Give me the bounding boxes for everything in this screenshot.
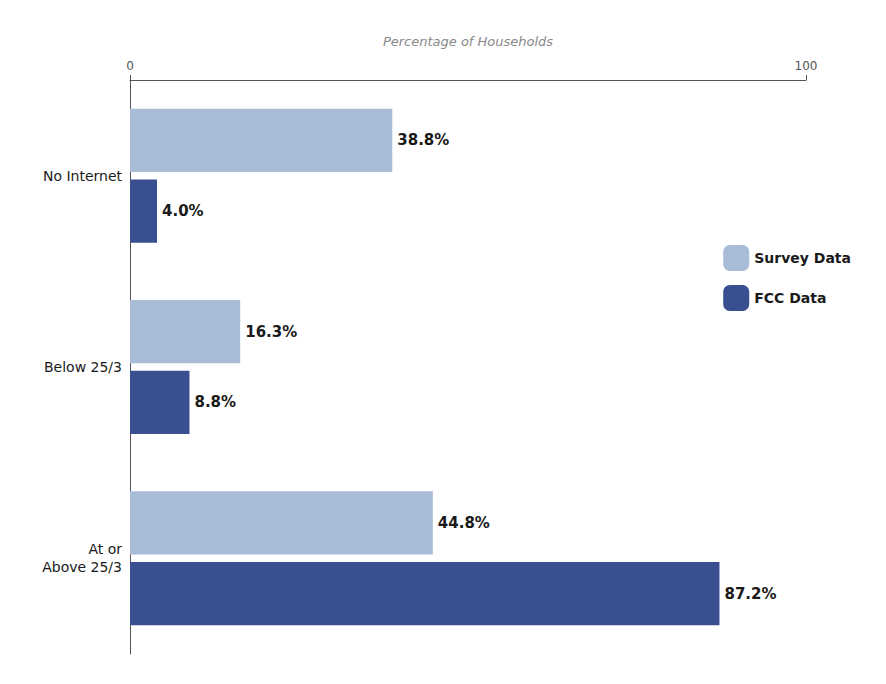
svg-text:Survey Data: Survey Data: [754, 250, 851, 266]
svg-text:4.0%: 4.0%: [162, 202, 204, 220]
svg-text:0: 0: [126, 59, 134, 73]
svg-text:Percentage of Households: Percentage of Households: [383, 34, 553, 49]
svg-text:At or: At or: [88, 541, 122, 557]
svg-text:Above 25/3: Above 25/3: [42, 559, 122, 575]
svg-text:100: 100: [795, 59, 818, 73]
svg-text:38.8%: 38.8%: [397, 131, 449, 149]
svg-text:87.2%: 87.2%: [724, 585, 776, 603]
svg-text:No Internet: No Internet: [43, 168, 123, 184]
svg-text:44.8%: 44.8%: [438, 514, 490, 532]
svg-text:8.8%: 8.8%: [194, 393, 236, 411]
svg-text:Below 25/3: Below 25/3: [44, 359, 122, 375]
svg-text:FCC Data: FCC Data: [754, 290, 826, 306]
svg-text:16.3%: 16.3%: [245, 323, 297, 341]
